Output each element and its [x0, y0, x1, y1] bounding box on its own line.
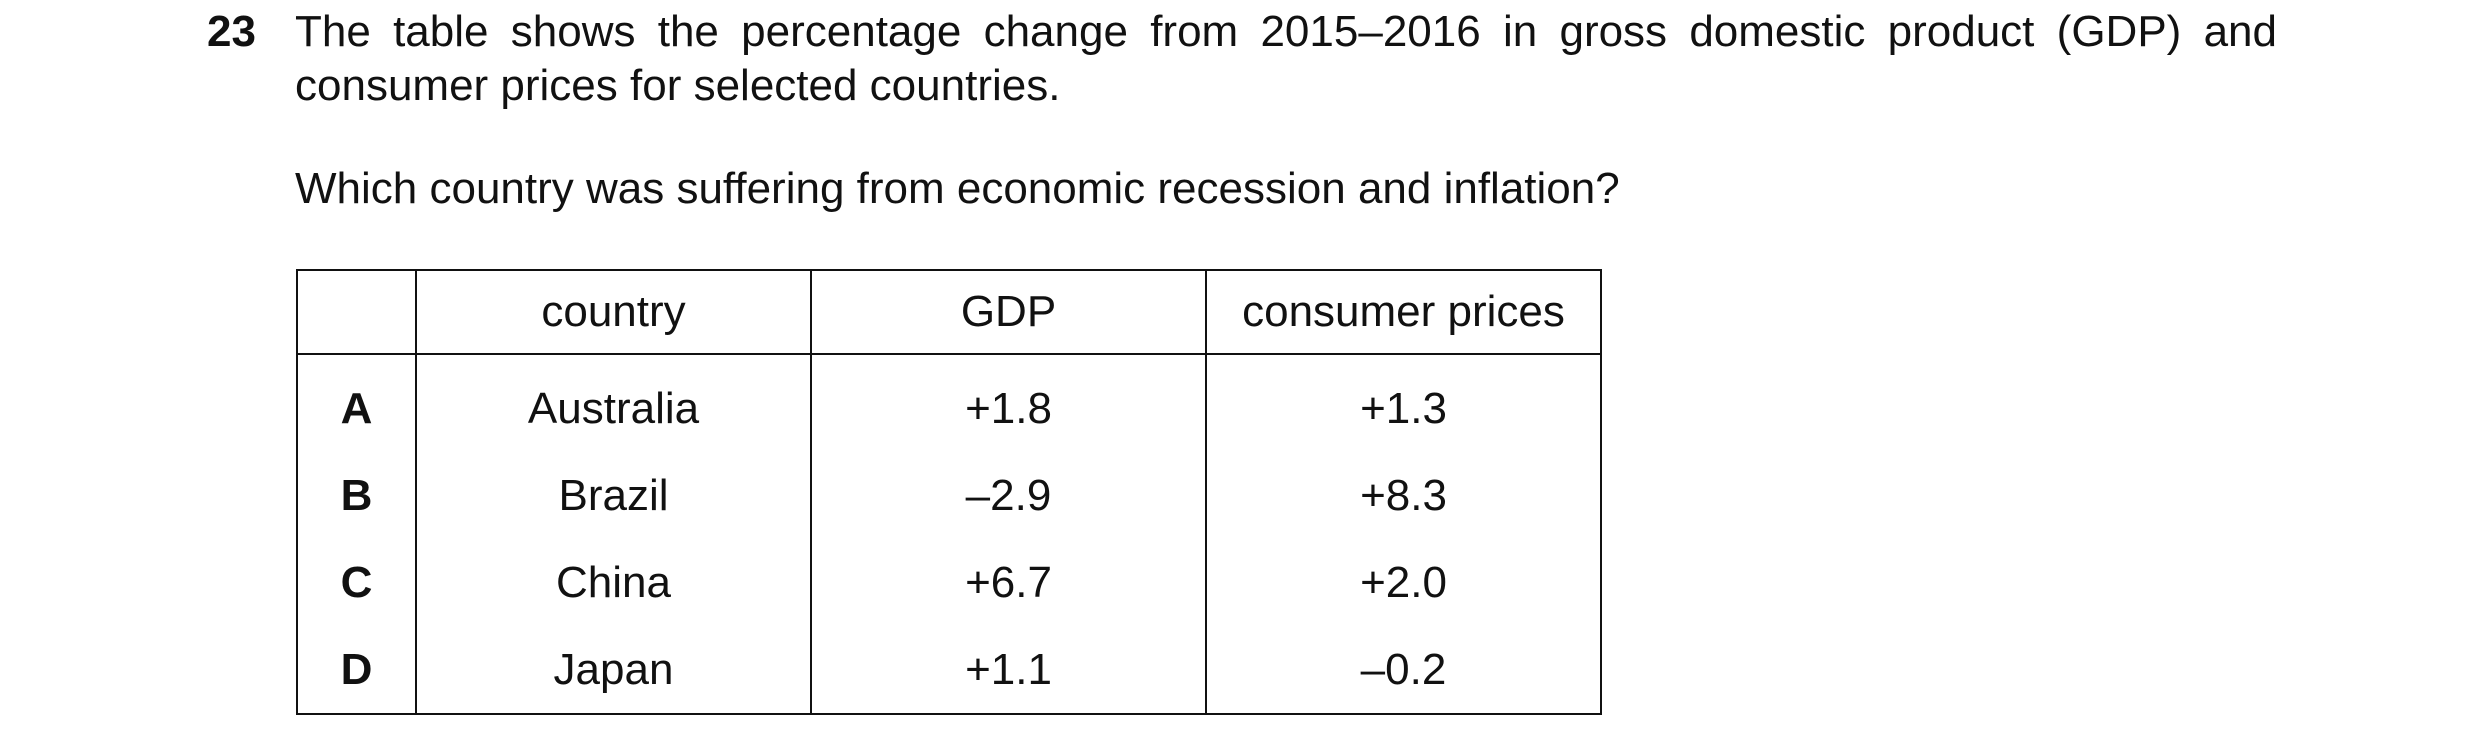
option-letter: A — [296, 354, 417, 452]
question-stem: The table shows the percentage change fr… — [295, 7, 2277, 110]
header-gdp: GDP — [810, 269, 1207, 355]
country-cell: Australia — [415, 354, 812, 452]
country-cell: Japan — [415, 626, 812, 715]
gdp-cell: +6.7 — [810, 539, 1207, 626]
table-row: A Australia +1.8 +1.3 — [296, 354, 1602, 452]
consumer-prices-cell: +2.0 — [1205, 539, 1602, 626]
option-letter: D — [296, 626, 417, 715]
country-cell: China — [415, 539, 812, 626]
gdp-cell: +1.1 — [810, 626, 1207, 715]
table-row: C China +6.7 +2.0 — [296, 539, 1602, 626]
consumer-prices-cell: +8.3 — [1205, 452, 1602, 539]
header-option — [296, 269, 417, 355]
header-consumer-prices: consumer prices — [1205, 269, 1602, 355]
table-row: D Japan +1.1 –0.2 — [296, 626, 1602, 715]
question-number: 23 — [207, 7, 256, 56]
gdp-cell: +1.8 — [810, 354, 1207, 452]
country-cell: Brazil — [415, 452, 812, 539]
consumer-prices-cell: –0.2 — [1205, 626, 1602, 715]
table-row: B Brazil –2.9 +8.3 — [296, 452, 1602, 539]
option-letter: B — [296, 452, 417, 539]
data-table: country GDP consumer prices A Australia … — [296, 269, 1602, 715]
option-letter: C — [296, 539, 417, 626]
header-country: country — [415, 269, 812, 355]
gdp-cell: –2.9 — [810, 452, 1207, 539]
table-header-row: country GDP consumer prices — [296, 269, 1602, 355]
consumer-prices-cell: +1.3 — [1205, 354, 1602, 452]
question-prompt: Which country was suffering from economi… — [295, 164, 1620, 213]
